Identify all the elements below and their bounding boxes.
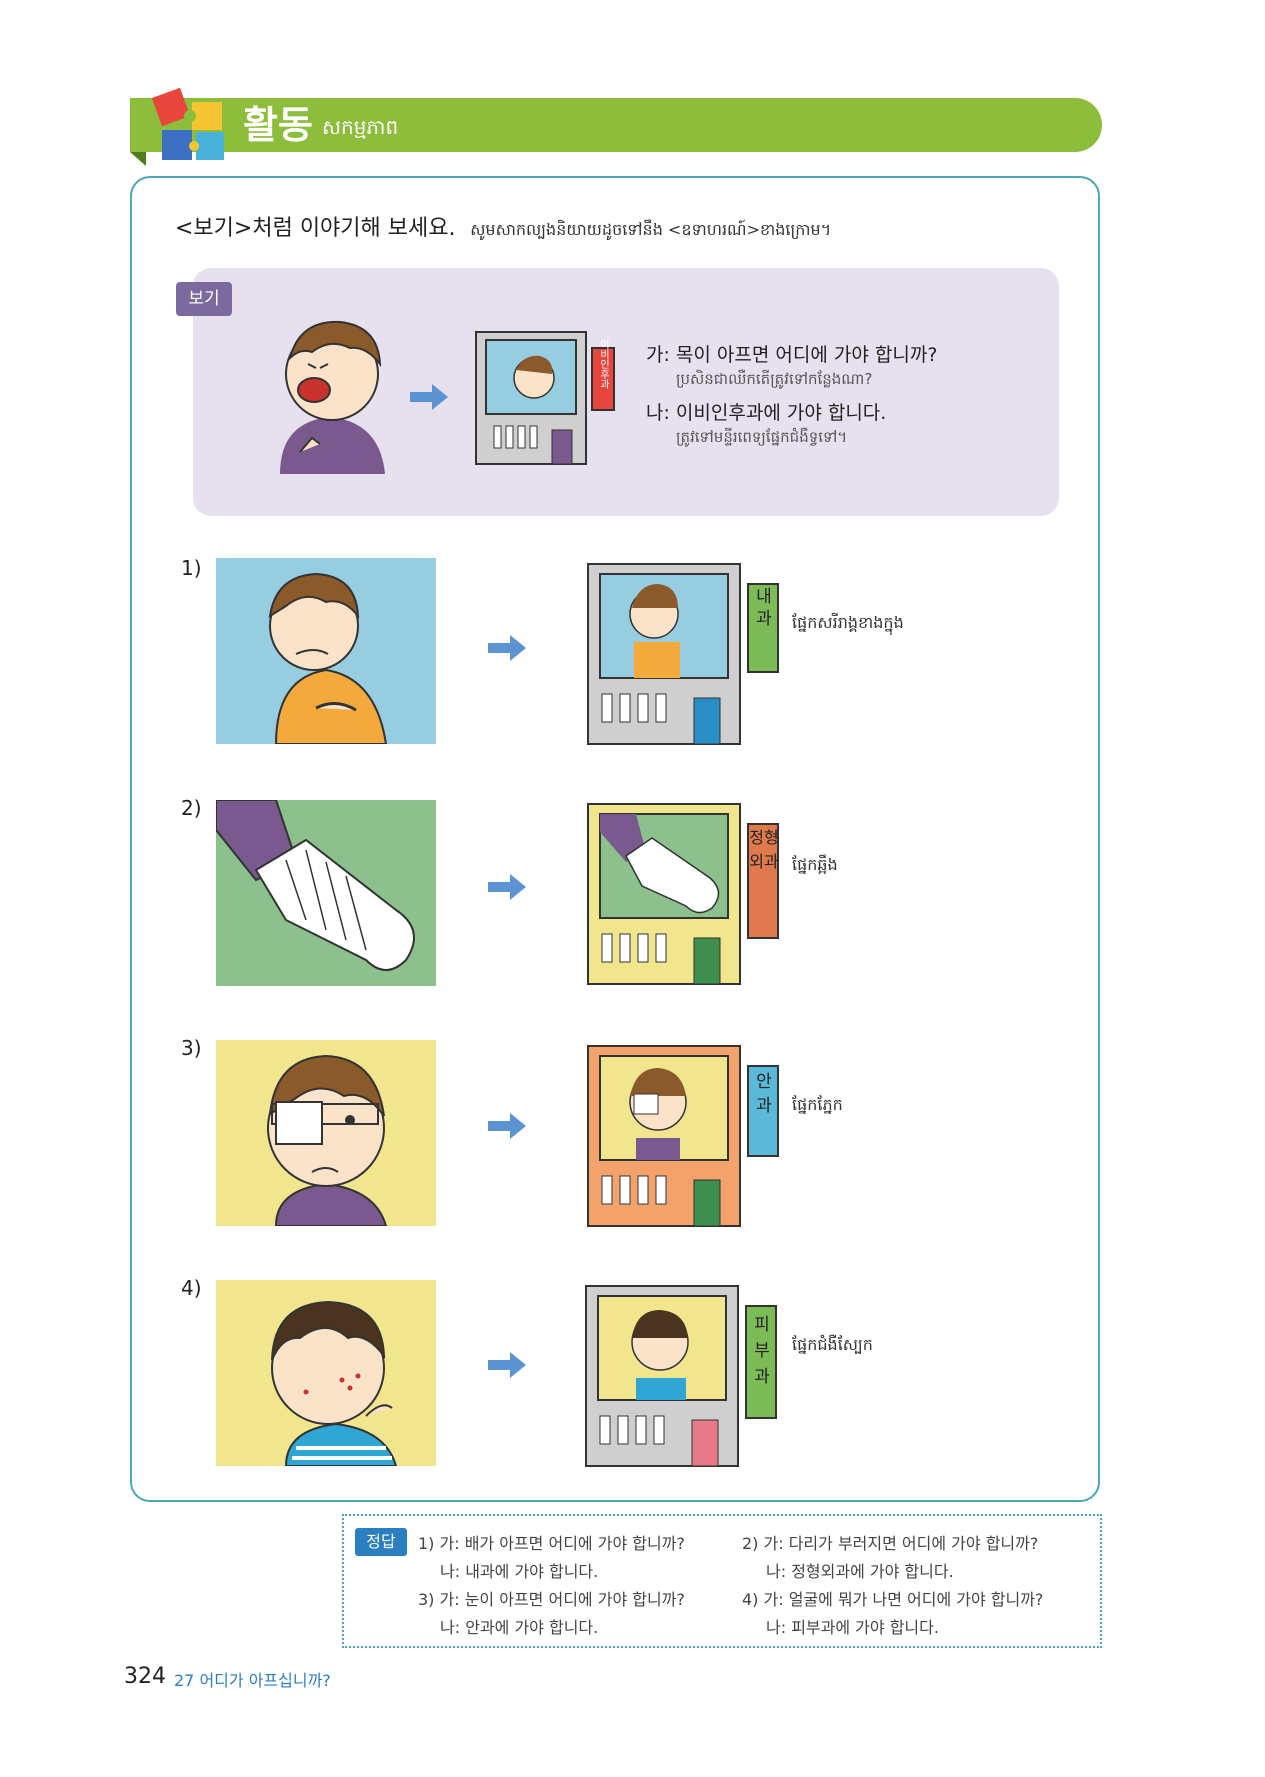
clinic-building-internal-medicine bbox=[587, 563, 779, 745]
item-number: 2) bbox=[181, 796, 202, 820]
section-title: 활동 bbox=[243, 103, 313, 147]
answer-2-question: 2) 가: 다리가 부러지면 어디에 가야 합니까? bbox=[742, 1534, 1039, 1553]
instruction-korean: <보기>처럼 이야기해 보세요. bbox=[175, 216, 456, 241]
item-khmer-label: ផ្នែកឆ្អឹង bbox=[792, 855, 838, 874]
arrow-right-icon bbox=[488, 635, 526, 661]
answer-3-answer: 나: 안과에 가야 합니다. bbox=[440, 1618, 599, 1637]
sore-throat-boy-illustration bbox=[280, 320, 385, 474]
eye-patch-boy-illustration bbox=[216, 1040, 436, 1226]
example-tag: 보기 bbox=[176, 282, 232, 316]
answer-1-question: 1) 가: 배가 아프면 어디에 가야 합니까? bbox=[418, 1534, 685, 1553]
stomachache-boy-illustration bbox=[216, 558, 436, 744]
sign-label: 피부과 bbox=[754, 1315, 770, 1387]
answer-1-answer: 나: 내과에 가야 합니다. bbox=[440, 1562, 599, 1581]
answer-box bbox=[342, 1514, 1102, 1648]
answer-tag: 정답 bbox=[355, 1528, 407, 1556]
clinic-building-ent: 이비인후과 bbox=[475, 331, 615, 465]
example-line2: 나: 이비인후과에 가야 합니다. bbox=[646, 402, 887, 424]
broken-leg-cast-illustration bbox=[216, 800, 436, 986]
example-line2-khmer: ត្រូវទៅមន្ទីរពេទ្យផ្នែកជំងឺទ្វទៅ។ bbox=[676, 428, 848, 446]
activity-box bbox=[130, 176, 1100, 1502]
section-banner bbox=[130, 98, 1102, 152]
instruction-khmer: សូមសាកល្បងនិយាយដូចទៅនឹង <ឧទាហរណ៍>ខាងក្រោ… bbox=[470, 220, 832, 239]
example-sign-label: 이비인후과 bbox=[598, 339, 610, 390]
arrow-right-icon bbox=[488, 1352, 526, 1378]
answer-3-question: 3) 가: 눈이 아프면 어디에 가야 합니까? bbox=[418, 1590, 685, 1609]
page-number: 324 bbox=[124, 1664, 166, 1689]
instruction: <보기>처럼 이야기해 보세요. សូមសាកល្បងនិយាយដូចទៅនឹង… bbox=[175, 210, 831, 243]
item-khmer-label: ផ្នែកភ្នែក bbox=[792, 1095, 843, 1114]
clinic-building-orthopedics bbox=[587, 803, 779, 985]
clinic-building-ophthalmology bbox=[587, 1045, 779, 1227]
item-number: 1) bbox=[181, 556, 202, 580]
clinic-building-dermatology bbox=[585, 1285, 777, 1467]
item-khmer-label: ផ្នែកសរីរាង្គខាងក្នុង bbox=[792, 613, 904, 632]
arrow-right-icon bbox=[488, 1113, 526, 1139]
answer-4-question: 4) 가: 얼굴에 뭐가 나면 어디에 가야 합니까? bbox=[742, 1590, 1044, 1609]
sign-label: 내과 bbox=[756, 587, 772, 629]
banner-fold bbox=[130, 152, 146, 166]
item-number: 4) bbox=[181, 1276, 202, 1300]
arrow-right-icon bbox=[488, 874, 526, 900]
item-number: 3) bbox=[181, 1036, 202, 1060]
item-khmer-label: ផ្នែកជំងឺស្បែក bbox=[792, 1335, 873, 1354]
arrow-right-icon bbox=[410, 384, 448, 410]
sign-label: 안과 bbox=[756, 1072, 772, 1116]
puzzle-icon bbox=[152, 88, 224, 160]
chapter-title: 27 어디가 아프십니까? bbox=[174, 1671, 331, 1690]
answer-2-answer: 나: 정형외과에 가야 합니다. bbox=[766, 1562, 954, 1581]
answer-4-answer: 나: 피부과에 가야 합니다. bbox=[766, 1618, 939, 1637]
skin-rash-boy-illustration bbox=[216, 1280, 436, 1466]
sign-label: 정형외과 bbox=[749, 828, 779, 871]
example-line1-khmer: ប្រសិនជាឈឺកតើត្រូវទៅកន្លែងណា? bbox=[676, 370, 873, 388]
section-subtitle-khmer: សកម្មភាព bbox=[322, 115, 399, 139]
example-line1: 가: 목이 아프면 어디에 가야 합니까? bbox=[646, 344, 938, 366]
